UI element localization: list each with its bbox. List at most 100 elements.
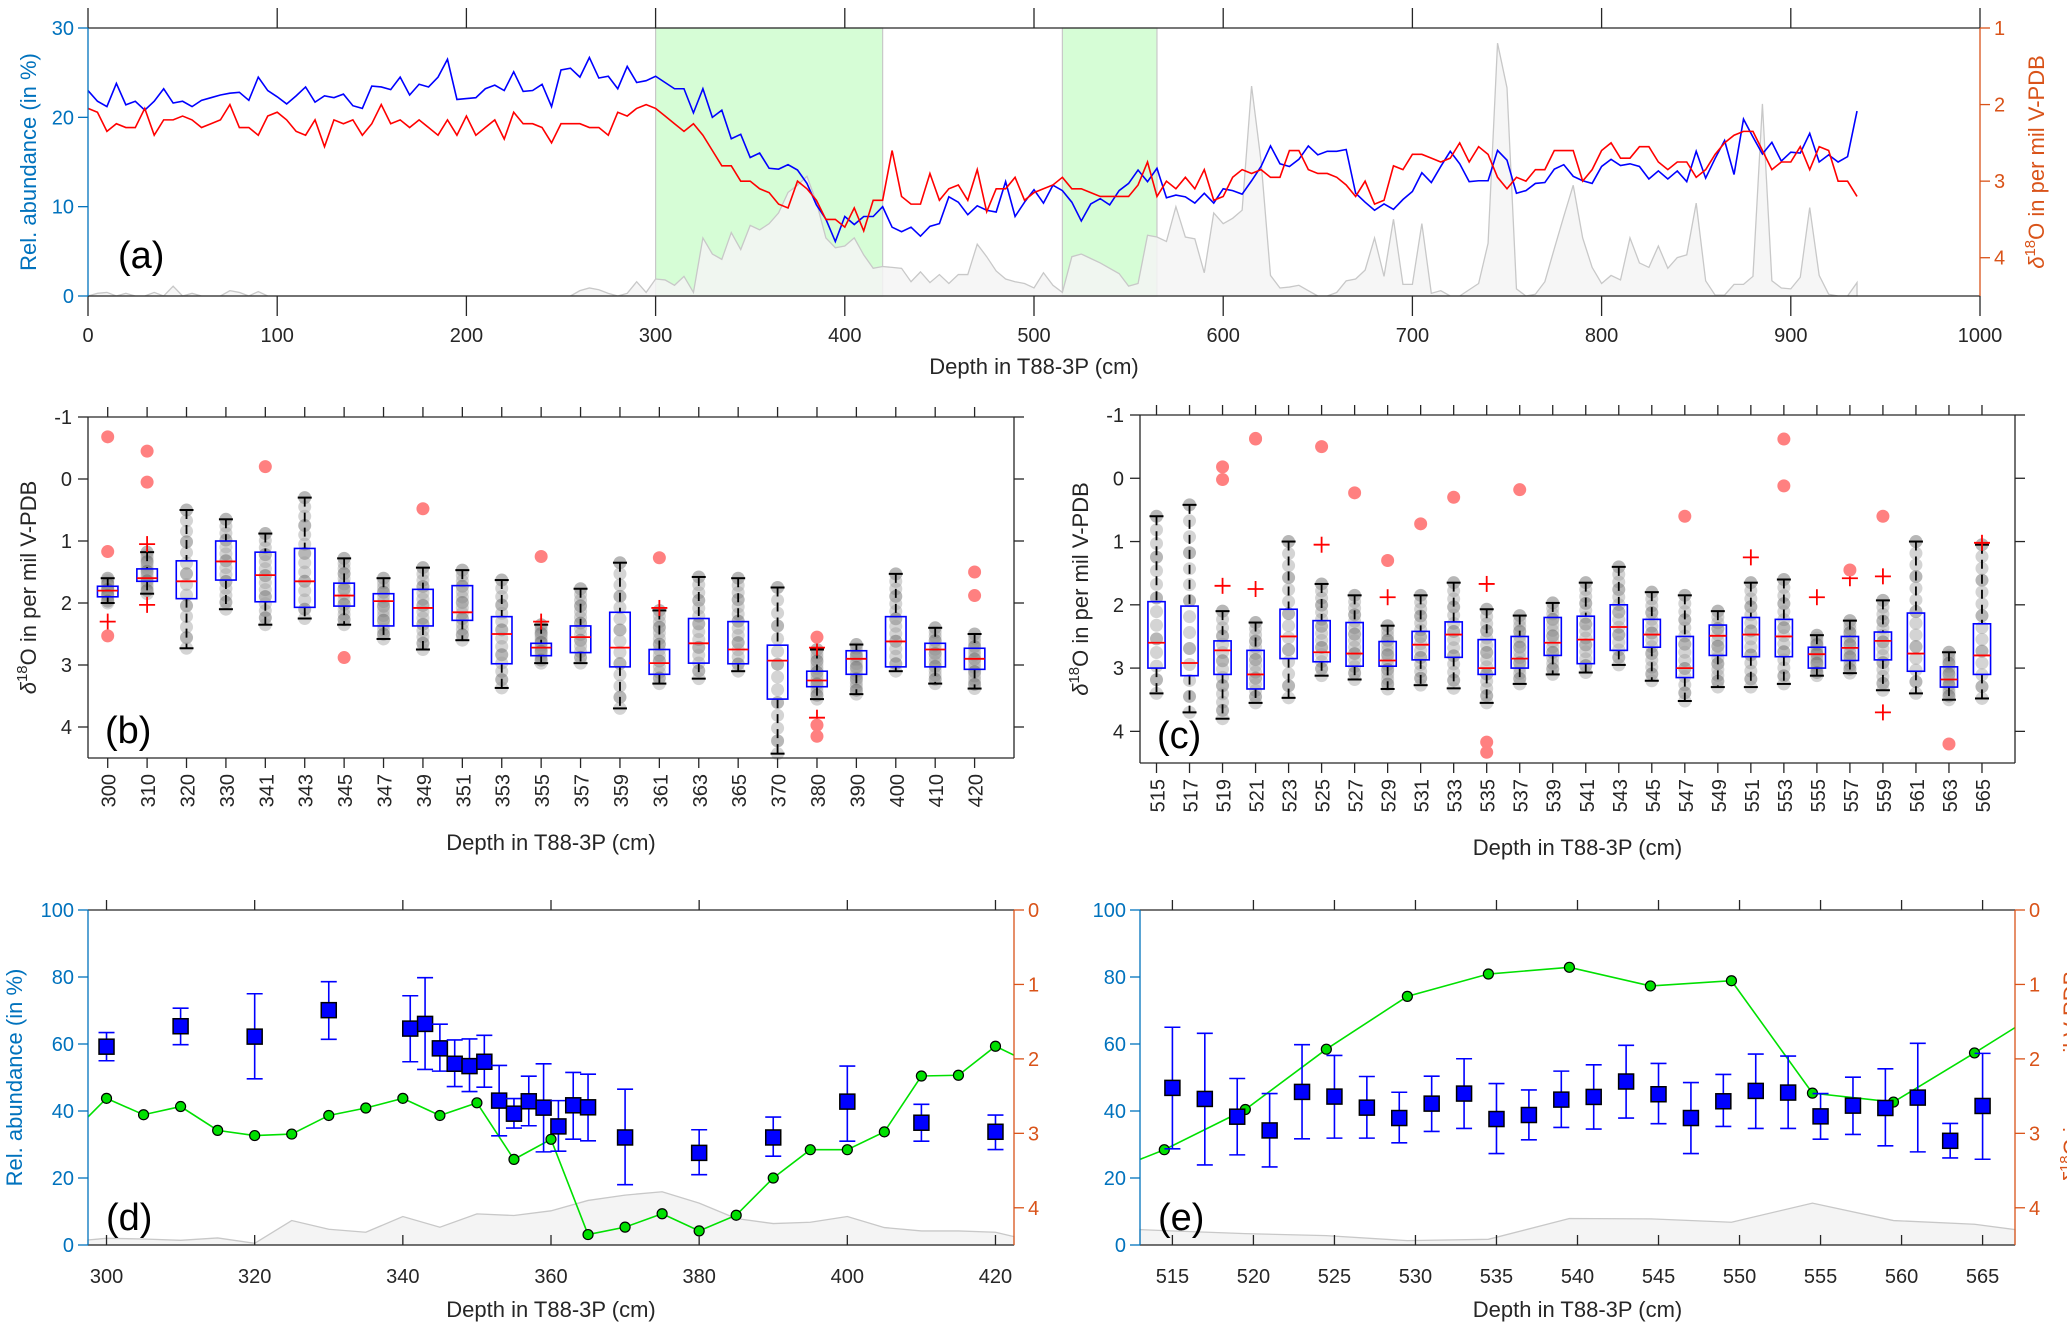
x-tick-label: 390: [847, 774, 869, 807]
sample-point: [1876, 635, 1890, 649]
box-iqr: [1675, 635, 1695, 679]
sample-point: [1645, 626, 1659, 640]
x-tick-label: 410: [926, 774, 948, 807]
outlier-point: [810, 729, 824, 743]
box-535: [1477, 575, 1497, 759]
sample-point: [1612, 605, 1626, 619]
box-529: [1378, 554, 1398, 696]
d18o-point: [1320, 1043, 1332, 1055]
box-320: [175, 503, 198, 655]
abundance-point-310: [172, 1007, 189, 1046]
box-420: [963, 565, 986, 696]
sample-point: [1909, 605, 1923, 619]
sample-point: [1942, 678, 1956, 692]
abundance-marker: [1779, 1084, 1797, 1101]
x-tick-label: 500: [1017, 325, 1050, 347]
superscript-18: 18: [2022, 240, 2039, 257]
y-right-tick-label: 4: [2029, 1198, 2040, 1220]
box-400: [884, 567, 907, 678]
sample-point: [1678, 613, 1692, 627]
y-right-tick-label: 3: [2029, 1123, 2040, 1145]
abundance-marker: [1423, 1095, 1440, 1112]
abundance-marker: [520, 1093, 538, 1110]
box-559: [1873, 509, 1893, 721]
abundance-marker: [1326, 1088, 1343, 1105]
y-left-tick-label: 80: [52, 967, 74, 989]
x-tick-label: 525: [1313, 779, 1335, 812]
box-539: [1543, 596, 1563, 681]
sample-point: [1975, 632, 1989, 646]
abundance-marker: [839, 1093, 856, 1110]
sample-point: [1414, 602, 1428, 616]
y-right-axis-title: δ18O in per mil V-PDB: [2022, 55, 2049, 269]
x-tick-label: 200: [450, 325, 483, 347]
y-right-tick-label: 4: [1028, 1198, 1039, 1220]
sample-point: [1249, 677, 1263, 691]
x-tick-label: 541: [1577, 779, 1599, 812]
abundance-marker: [690, 1144, 708, 1162]
sample-point: [1447, 600, 1461, 614]
sample-point: [849, 660, 863, 674]
abundance-point-341: [401, 994, 419, 1063]
d18o-point: [1644, 980, 1657, 992]
sample-point: [771, 670, 785, 684]
abundance-marker: [1682, 1109, 1700, 1127]
series-relative-abundance-line: [87, 55, 1858, 244]
sample-point: [1216, 662, 1230, 676]
sample-point: [849, 680, 863, 694]
sample-point: [1216, 629, 1230, 643]
x-tick-label: 521: [1247, 779, 1269, 812]
sample-point: [1909, 593, 1923, 607]
x-tick-label: 563: [1940, 779, 1962, 812]
sample-point: [1876, 649, 1890, 663]
sample-point: [1645, 633, 1659, 647]
d18o-point: [1563, 961, 1575, 973]
outlier-point: [1216, 473, 1230, 487]
x-tick-label: 361: [650, 774, 672, 807]
outlier-point: [1480, 745, 1494, 759]
x-tick-label: 351: [453, 774, 475, 807]
x-tick-label: 370: [769, 774, 791, 807]
box-551: [1741, 549, 1761, 694]
sample-point: [1711, 616, 1725, 630]
x-tick-label: 561: [1907, 779, 1929, 812]
outlier-point: [1513, 483, 1527, 497]
abundance-point-380: [690, 1128, 708, 1176]
sample-point: [219, 547, 233, 561]
y-left-tick-label: 60: [52, 1034, 74, 1056]
sample-point: [416, 611, 430, 625]
sample-point: [416, 592, 430, 606]
panel-label: (c): [1157, 715, 1201, 757]
sample-point: [1975, 644, 1989, 658]
outlier-point: [337, 651, 351, 665]
sample-point: [889, 642, 903, 656]
y-right-tick-label: 1: [1994, 18, 2005, 40]
abundance-point-555: [1812, 1092, 1829, 1140]
sample-point: [1909, 675, 1923, 689]
d18o-point: [1725, 975, 1738, 987]
box-iqr: [1477, 638, 1497, 676]
sample-point: [298, 519, 312, 532]
x-tick-label: 320: [178, 774, 200, 807]
x-tick-label: 535: [1478, 779, 1500, 812]
box-iqr: [608, 611, 632, 668]
abundance-marker: [1974, 1097, 1991, 1115]
sample-point: [1150, 659, 1164, 673]
sample-point: [968, 661, 982, 675]
sample-point: [1744, 664, 1758, 678]
sample-point: [652, 632, 666, 646]
sample-point: [495, 598, 509, 612]
y-right-tick-label: 2: [2029, 1049, 2040, 1071]
sample-point: [1513, 640, 1527, 654]
sample-point: [1282, 679, 1296, 693]
sample-point: [1975, 550, 1989, 564]
sample-point: [1183, 657, 1197, 671]
x-tick-label: 523: [1280, 779, 1302, 812]
sample-point: [1744, 640, 1758, 654]
x-tick-label: 535: [1480, 1266, 1513, 1288]
sample-point: [692, 609, 706, 623]
sample-point: [1645, 667, 1659, 681]
sample-point: [1447, 616, 1461, 630]
abundance-point-533: [1455, 1057, 1473, 1130]
